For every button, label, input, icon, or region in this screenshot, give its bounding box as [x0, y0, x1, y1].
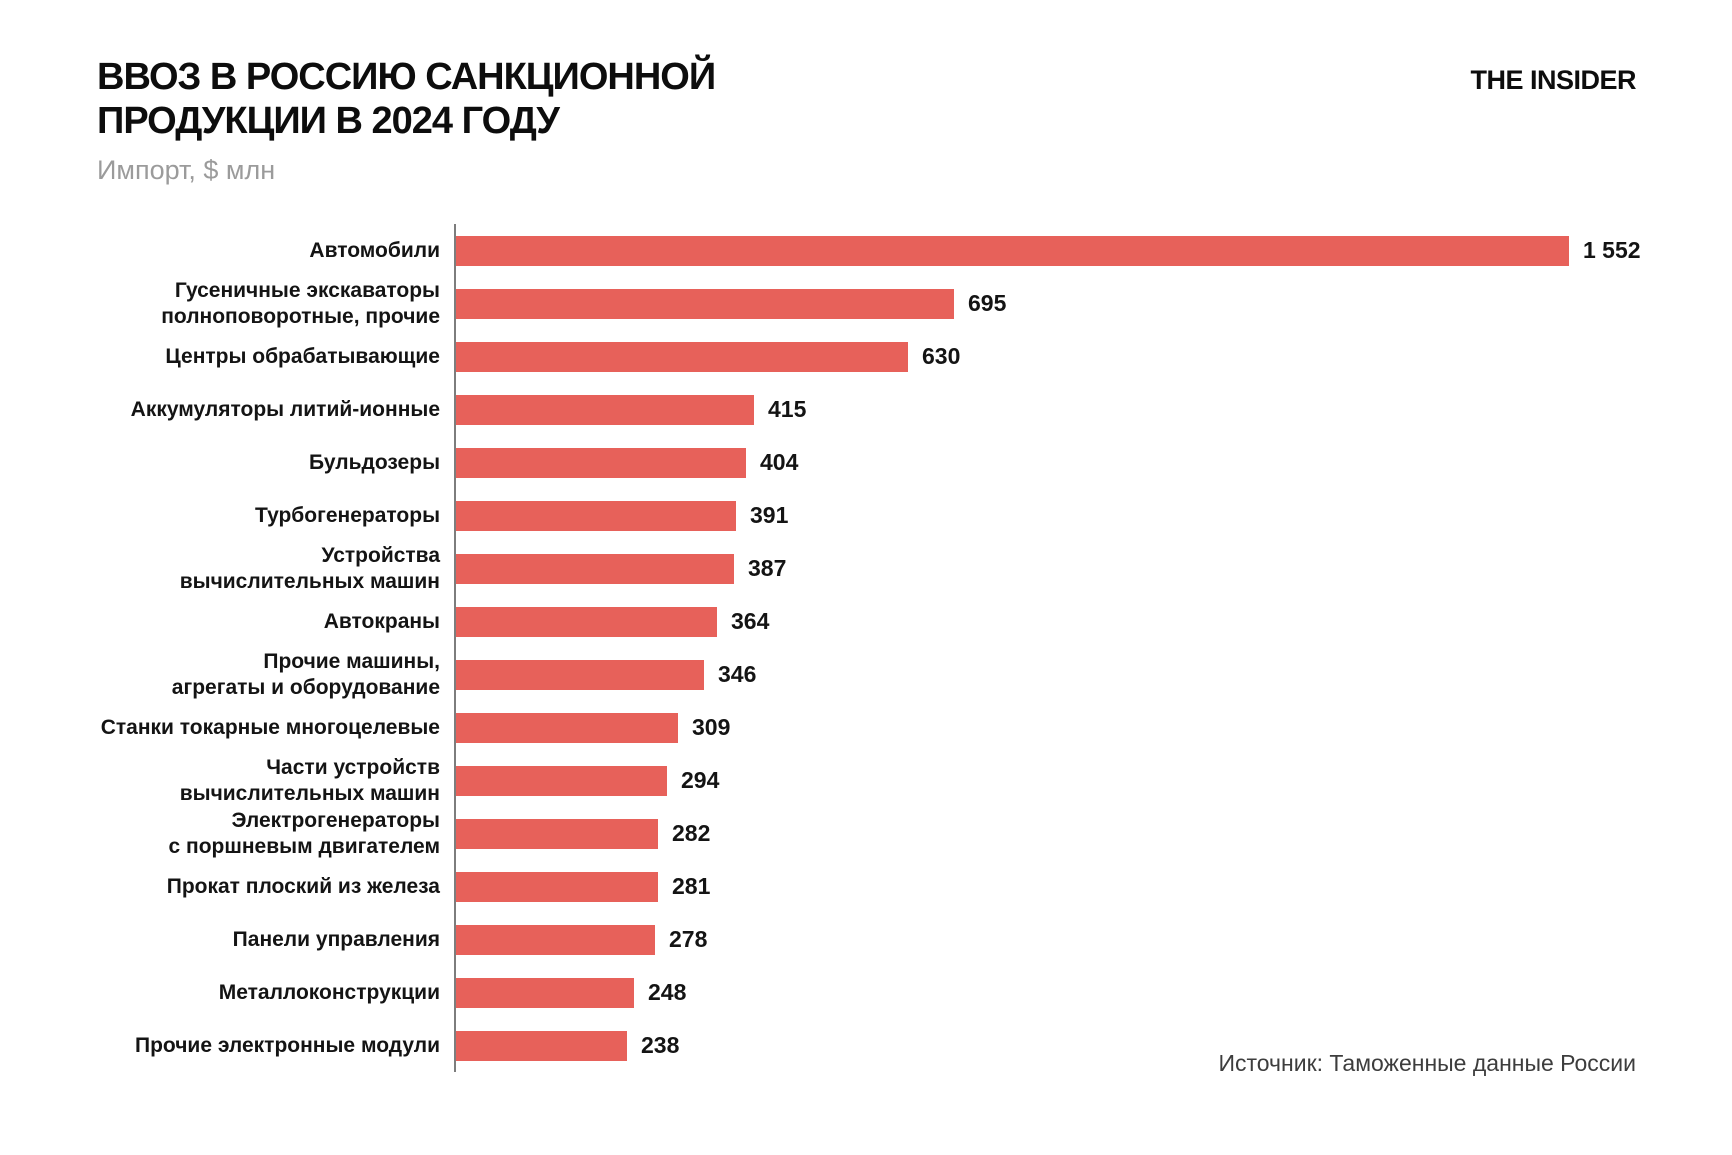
category-label: Электрогенераторы с поршневым двигателем	[168, 809, 440, 858]
chart-row: Турбогенераторы 391	[97, 489, 1636, 543]
category-label: Станки токарные многоцелевые	[100, 715, 440, 739]
category-label: Гусеничные экскаваторы полноповоротные, …	[161, 279, 440, 328]
category-label: Прочие машины, агрегаты и оборудование	[171, 650, 440, 699]
chart-row: Прочие машины, агрегаты и оборудование 34…	[97, 648, 1636, 702]
value-label: 282	[672, 820, 711, 847]
value-label: 630	[922, 343, 961, 370]
bar	[456, 977, 634, 1008]
bar	[456, 394, 754, 425]
page-title: ВВОЗ В РОССИЮ САНКЦИОННОЙ ПРОДУКЦИИ В 20…	[97, 56, 716, 143]
bar-track: 278	[454, 913, 1636, 967]
bar-track: 309	[454, 701, 1636, 755]
value-label: 387	[748, 555, 787, 582]
category-label: Автомобили	[309, 238, 440, 262]
bar	[456, 818, 658, 849]
value-label: 695	[968, 290, 1007, 317]
category-label: Панели управления	[232, 927, 440, 951]
chart-row: Станки токарные многоцелевые 309	[97, 701, 1636, 755]
bar-track: 364	[454, 595, 1636, 649]
category-label: Прочие электронные модули	[135, 1033, 440, 1057]
bar	[456, 1030, 627, 1061]
chart-row: Бульдозеры 404	[97, 436, 1636, 490]
bar-track: 238	[454, 1019, 1636, 1073]
bar-track: 248	[454, 966, 1636, 1020]
bar-track: 294	[454, 754, 1636, 808]
bar	[456, 659, 704, 690]
category-label: Металлоконструкции	[218, 980, 440, 1004]
header: ВВОЗ В РОССИЮ САНКЦИОННОЙ ПРОДУКЦИИ В 20…	[0, 0, 1732, 186]
bar	[456, 871, 658, 902]
bar	[456, 765, 667, 796]
chart-row: Прокат плоский из железа 281	[97, 860, 1636, 914]
bar	[456, 447, 746, 478]
bar	[456, 235, 1569, 266]
value-label: 391	[750, 502, 789, 529]
chart-row: Электрогенераторы с поршневым двигателем…	[97, 807, 1636, 861]
bar	[456, 500, 736, 531]
value-label: 309	[692, 714, 731, 741]
chart-row: Устройства вычислительных машин 387	[97, 542, 1636, 596]
bar-track: 415	[454, 383, 1636, 437]
category-label: Части устройств вычислительных машин	[179, 756, 440, 805]
chart-row: Центры обрабатывающие 630	[97, 330, 1636, 384]
source-note: Источник: Таможенные данные России	[1218, 1050, 1636, 1076]
bar	[456, 288, 954, 319]
chart-row: Прочие электронные модули 238	[97, 1019, 1636, 1073]
title-block: ВВОЗ В РОССИЮ САНКЦИОННОЙ ПРОДУКЦИИ В 20…	[97, 55, 716, 186]
bar-track: 387	[454, 542, 1636, 596]
bar-track: 1 552	[454, 224, 1641, 278]
value-label: 248	[648, 979, 687, 1006]
value-label: 364	[731, 608, 770, 635]
bar-track: 346	[454, 648, 1636, 702]
brand-logo: THE INSIDER	[1470, 65, 1636, 95]
category-label: Автокраны	[323, 609, 440, 633]
bar	[456, 553, 734, 584]
bar	[456, 341, 908, 372]
value-label: 346	[718, 661, 757, 688]
category-label: Аккумуляторы литий-ионные	[130, 397, 440, 421]
bar-chart: Автомобили 1 552 Гусеничные экскаваторы по…	[97, 224, 1641, 1073]
chart-row: Панели управления 278	[97, 913, 1636, 967]
chart-subtitle: Импорт, $ млн	[97, 155, 276, 186]
bar-track: 404	[454, 436, 1636, 490]
category-label: Турбогенераторы	[255, 503, 440, 527]
value-label: 1 552	[1583, 237, 1641, 264]
chart-row: Автокраны 364	[97, 595, 1636, 649]
value-label: 294	[681, 767, 720, 794]
value-label: 278	[669, 926, 708, 953]
category-label: Центры обрабатывающие	[165, 344, 440, 368]
bar	[456, 606, 717, 637]
bar-track: 391	[454, 489, 1636, 543]
bar-track: 630	[454, 330, 1636, 384]
chart-row: Автомобили 1 552	[97, 224, 1641, 278]
category-label: Прокат плоский из железа	[166, 874, 440, 898]
category-label: Бульдозеры	[309, 450, 440, 474]
category-label: Устройства вычислительных машин	[179, 544, 440, 593]
value-label: 415	[768, 396, 807, 423]
chart-row: Аккумуляторы литий-ионные 415	[97, 383, 1636, 437]
bar	[456, 924, 655, 955]
bar-track: 281	[454, 860, 1636, 914]
value-label: 281	[672, 873, 711, 900]
chart-row: Металлоконструкции 248	[97, 966, 1636, 1020]
value-label: 404	[760, 449, 799, 476]
chart-rows: Автомобили 1 552 Гусеничные экскаваторы по…	[97, 224, 1641, 1073]
bar-track: 282	[454, 807, 1636, 861]
bar	[456, 712, 678, 743]
bar-track: 695	[454, 277, 1636, 331]
value-label: 238	[641, 1032, 680, 1059]
chart-row: Гусеничные экскаваторы полноповоротные, …	[97, 277, 1636, 331]
chart-row: Части устройств вычислительных машин 294	[97, 754, 1636, 808]
